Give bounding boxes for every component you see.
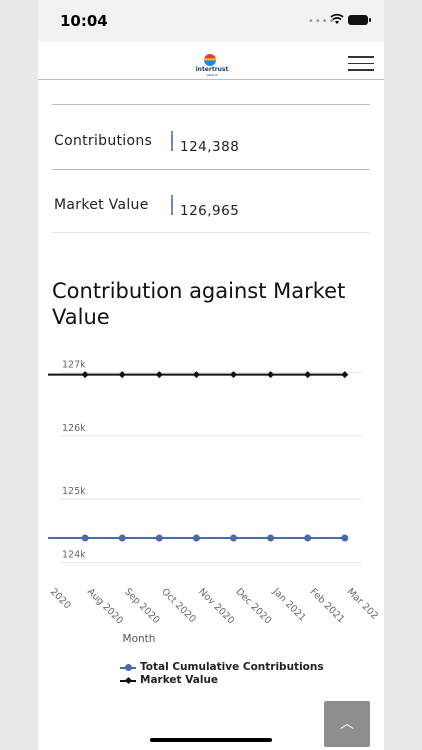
market-value-point <box>341 371 349 379</box>
legend-label: Market Value <box>140 674 219 686</box>
market-value-point <box>267 371 275 379</box>
x-tick-label: Dec 2020 <box>233 586 273 626</box>
app-header: intertrust GROUP <box>38 42 384 80</box>
logo-subtext: GROUP <box>206 73 218 77</box>
legend-label: Total Cumulative Contributions <box>140 661 324 673</box>
contributions-point <box>267 534 275 542</box>
contributions-point <box>341 534 349 542</box>
contributions-accent-bar <box>171 131 173 151</box>
logo-mark-icon <box>204 54 216 66</box>
x-tick-label: Nov 2020 <box>196 586 236 626</box>
y-tick-label: 126k <box>62 423 86 434</box>
x-tick-label: Feb 2021 <box>308 586 347 625</box>
x-tick-label: Jan 2021 <box>270 586 308 624</box>
contributions-value: 124,388 <box>180 139 240 155</box>
status-time: 10:04 <box>60 12 108 30</box>
legend-item-market-value[interactable]: Market Value <box>120 674 324 687</box>
y-tick-label: 125k <box>62 486 86 497</box>
chevron-up-icon: ︿ <box>340 716 354 732</box>
contributions-point <box>304 534 312 542</box>
x-tick-label: Sep 2020 <box>122 586 162 626</box>
contributions-point <box>230 534 237 542</box>
market-value-point <box>304 371 312 379</box>
wifi-icon <box>330 13 344 24</box>
signal-icon: •••• <box>308 16 336 27</box>
status-bar: 10:04 •••• <box>38 0 384 42</box>
contributions-point <box>192 534 200 542</box>
chart-legend: Total Cumulative Contributions Market Va… <box>120 661 324 687</box>
market-value-accent-bar <box>171 195 173 215</box>
y-tick-label: 127k <box>62 359 86 370</box>
market-value-point <box>155 371 163 379</box>
contributions-point <box>155 534 163 542</box>
market-value-point <box>192 371 200 379</box>
contributions-point <box>118 534 126 542</box>
x-tick-label: 2020 <box>48 586 73 611</box>
divider <box>52 169 370 170</box>
x-tick-label: Aug 2020 <box>85 586 125 626</box>
contributions-point <box>81 534 89 542</box>
intertrust-logo[interactable]: intertrust GROUP <box>192 54 232 78</box>
phone-screen: 10:04 •••• intertrust GROUP Contribution… <box>38 0 384 750</box>
chart-title: Contribution against Market Value <box>52 279 346 329</box>
market-value-point <box>229 371 238 379</box>
legend-item-contributions[interactable]: Total Cumulative Contributions <box>120 661 324 674</box>
home-indicator <box>150 738 272 742</box>
y-tick-label: 124k <box>62 550 86 561</box>
market-value-value: 126,965 <box>180 203 240 219</box>
scroll-to-top-button[interactable]: ︿ <box>324 701 370 747</box>
contributions-label: Contributions <box>54 133 153 149</box>
x-tick-label: Oct 2020 <box>159 586 198 625</box>
battery-icon <box>348 15 371 25</box>
hamburger-menu-icon[interactable] <box>348 56 374 71</box>
logo-text: intertrust <box>195 66 229 73</box>
divider <box>52 232 370 233</box>
x-tick-label: Mar 202 <box>345 586 380 621</box>
x-axis-label: Month <box>123 633 156 645</box>
divider <box>52 104 370 105</box>
market-value-label: Market Value <box>54 197 149 213</box>
